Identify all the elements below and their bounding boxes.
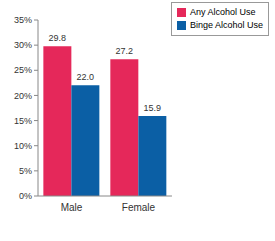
html-text:Binge Alcohol Use: Binge Alcohol Use (190, 20, 263, 30)
svg-text:15%: 15% (14, 116, 32, 126)
svg-text:27.2: 27.2 (116, 46, 134, 56)
svg-text:22.0: 22.0 (77, 72, 95, 82)
svg-text:Female: Female (122, 202, 156, 213)
svg-text:29.8: 29.8 (49, 33, 67, 43)
svg-text:30%: 30% (14, 40, 32, 50)
svg-text:35%: 35% (14, 15, 32, 25)
svg-text:15.9: 15.9 (144, 103, 162, 113)
svg-text:20%: 20% (14, 91, 32, 101)
svg-text:0%: 0% (19, 191, 32, 201)
svg-text:5%: 5% (19, 166, 32, 176)
html-text:Any Alcohol Use: Any Alcohol Use (190, 7, 256, 17)
svg-text:25%: 25% (14, 65, 32, 75)
svg-text:10%: 10% (14, 141, 32, 151)
svg-text:Male: Male (61, 202, 83, 213)
